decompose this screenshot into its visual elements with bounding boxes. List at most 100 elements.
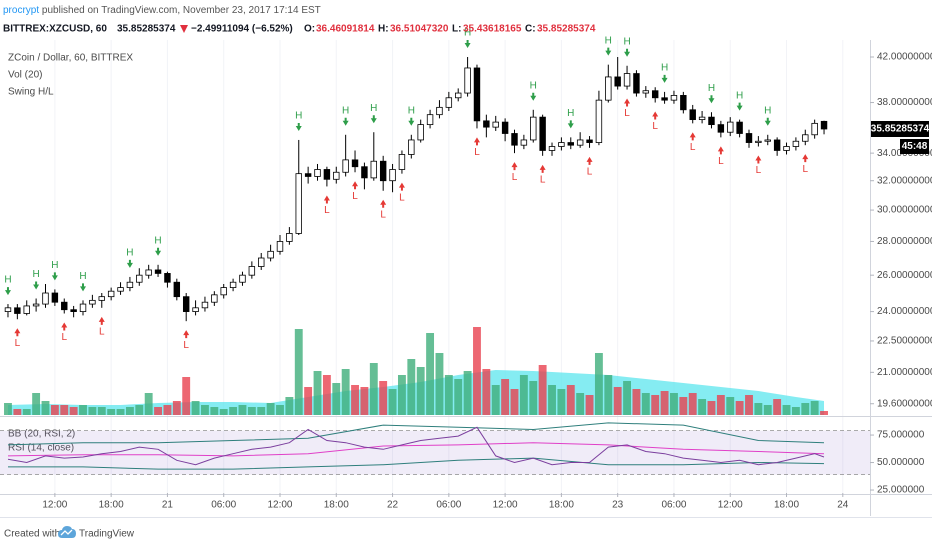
swing-low-label: L: [399, 192, 405, 203]
bb-upper: [7, 422, 825, 446]
candle-body: [614, 76, 621, 87]
candle-body: [42, 292, 49, 305]
volume-bar: [322, 375, 331, 415]
swing-high-label: H: [605, 35, 612, 46]
y-tick-label: 75.000000: [877, 430, 925, 441]
candle-body: [802, 134, 809, 142]
volume-bar: [304, 387, 313, 415]
swing-high-label: H: [530, 80, 537, 91]
volume-bar: [510, 389, 519, 415]
candle-body: [473, 67, 481, 122]
candle-body: [417, 124, 424, 141]
candle-body: [558, 142, 565, 147]
ohlc-value: 36.46091814: [316, 24, 375, 35]
volume-bar: [688, 393, 697, 415]
volume-bar: [247, 407, 256, 415]
volume-bar: [726, 397, 735, 415]
last-price: 35.85285374: [871, 124, 930, 135]
swing-high-label: H: [623, 36, 630, 47]
swing-high-arrow: [764, 117, 771, 126]
swing-low-arrow: [323, 195, 330, 204]
swing-high-arrow: [295, 122, 302, 131]
candle-body: [717, 124, 725, 133]
y-tick-label: 24.00000000: [877, 306, 932, 317]
swing-high-arrow: [408, 117, 415, 126]
swing-low-label: L: [380, 209, 386, 220]
candle-body: [530, 116, 537, 141]
volume-bar: [435, 353, 444, 415]
swing-low-label: L: [61, 332, 67, 343]
swing-high-label: H: [342, 105, 349, 116]
volume-bar: [426, 333, 435, 415]
candle-body: [605, 76, 612, 101]
swing-low-label: L: [15, 338, 21, 349]
candle-body: [201, 301, 209, 309]
rsi-band: [0, 430, 870, 475]
volume-bar: [191, 401, 200, 415]
candle-body: [89, 299, 96, 305]
x-tick-label: 23: [612, 500, 624, 511]
volume-bar: [754, 403, 763, 415]
countdown: 45:48: [902, 141, 928, 152]
swing-low-arrow: [802, 154, 809, 163]
volume-bar: [229, 407, 238, 415]
y-tick-label: 50.000000: [877, 457, 925, 468]
candle-body: [670, 95, 678, 101]
volume-bar: [501, 379, 510, 415]
swing-high-label: H: [661, 63, 668, 74]
volume-bar: [444, 375, 453, 415]
candle-body: [811, 122, 818, 136]
volume-bar: [154, 407, 162, 415]
swing-low-arrow: [624, 98, 631, 107]
swing-low-label: L: [756, 165, 762, 176]
x-tick-label: 18:00: [324, 500, 349, 511]
volume-bar: [163, 405, 172, 415]
candle-body: [267, 250, 274, 259]
swing-high-label: H: [736, 90, 743, 101]
candle-body: [361, 166, 368, 179]
candle-body: [220, 287, 227, 296]
candle-body: [117, 287, 124, 292]
y-tick-label: 26.00000000: [877, 270, 932, 281]
ohlc-value: 35.43618165: [463, 24, 522, 35]
candle-body: [698, 116, 706, 121]
y-tick-label: 38.00000000: [877, 97, 932, 108]
candle-body: [773, 139, 781, 151]
y-tick-label: 30.00000000: [877, 205, 932, 216]
volume-bar: [623, 381, 631, 415]
swing-high-arrow: [51, 272, 58, 281]
volume-bar: [201, 405, 209, 415]
volume-bar: [4, 403, 12, 415]
ohlc-value: 35.85285374: [537, 24, 596, 35]
candle-body: [4, 307, 12, 312]
candle-body: [79, 303, 87, 312]
swing-low-label: L: [802, 164, 808, 175]
user: procrypt: [3, 5, 39, 16]
candle-body: [651, 90, 659, 99]
candle-body: [389, 169, 396, 182]
volume-bar: [360, 387, 369, 415]
candle-body: [501, 121, 509, 134]
candle-body: [32, 303, 40, 307]
candle-body: [98, 296, 105, 301]
ohlc-label: C:: [525, 24, 536, 35]
x-tick-label: 18:00: [774, 500, 799, 511]
x-tick-label: 18:00: [549, 500, 574, 511]
volume-bar: [641, 393, 650, 415]
swing-high-arrow: [370, 115, 377, 124]
volume-bar: [820, 411, 828, 415]
candle-body: [23, 305, 30, 314]
candle-body: [182, 296, 190, 312]
volume-bar: [773, 399, 782, 415]
swing-high-arrow: [126, 259, 133, 268]
volume-bar: [266, 403, 275, 415]
swing-high-label: H: [708, 83, 715, 94]
y-tick-label: 25.000000: [877, 485, 925, 496]
candle-body: [820, 120, 828, 130]
candle-body: [764, 139, 771, 142]
y-tick-label: 21.00000000: [877, 367, 932, 378]
swing-high-label: H: [464, 28, 471, 39]
candle-body: [295, 173, 302, 234]
volume-bar: [613, 387, 622, 415]
